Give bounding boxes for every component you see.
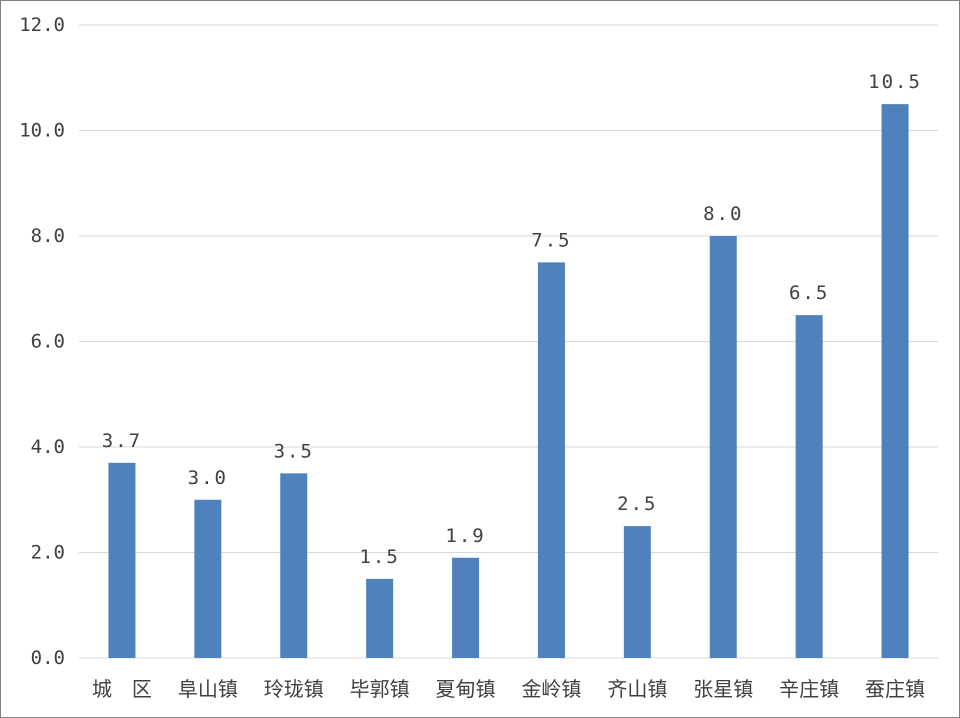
bar — [881, 104, 909, 658]
category-label: 玲珑镇 — [264, 677, 324, 701]
category-label: 齐山镇 — [607, 677, 667, 701]
data-label: 10.5 — [868, 71, 922, 93]
category-label: 张星镇 — [693, 677, 753, 701]
bar — [452, 557, 480, 658]
data-label: 1.9 — [445, 525, 485, 547]
bar — [108, 462, 136, 658]
data-label: 2.5 — [617, 493, 657, 515]
category-label: 阜山镇 — [178, 677, 238, 701]
data-label: 3.7 — [102, 430, 142, 452]
bar — [623, 526, 651, 658]
bar — [366, 578, 394, 658]
data-label: 6.5 — [789, 282, 829, 304]
data-label: 8.0 — [703, 203, 743, 225]
bar — [795, 315, 823, 658]
bar — [709, 236, 737, 658]
data-label: 3.5 — [274, 440, 314, 462]
y-tick-label: 6.0 — [31, 331, 65, 353]
y-tick-label: 2.0 — [31, 542, 65, 564]
bar — [537, 262, 565, 658]
category-label: 金岭镇 — [521, 677, 581, 701]
category-label: 城 区 — [92, 677, 152, 701]
data-label: 3.0 — [188, 467, 228, 489]
y-tick-label: 10.0 — [19, 120, 65, 142]
bar — [194, 499, 222, 658]
y-tick-label: 4.0 — [31, 436, 65, 458]
bar — [280, 473, 308, 658]
y-tick-label: 12.0 — [19, 14, 65, 36]
y-tick-label: 0.0 — [31, 647, 65, 669]
category-label: 蚕庄镇 — [865, 677, 925, 701]
data-label: 7.5 — [531, 229, 571, 251]
category-label: 夏甸镇 — [436, 677, 496, 701]
data-label: 1.5 — [359, 546, 399, 568]
y-tick-label: 8.0 — [31, 225, 65, 247]
category-label: 毕郭镇 — [350, 677, 410, 701]
category-label: 辛庄镇 — [779, 677, 839, 701]
